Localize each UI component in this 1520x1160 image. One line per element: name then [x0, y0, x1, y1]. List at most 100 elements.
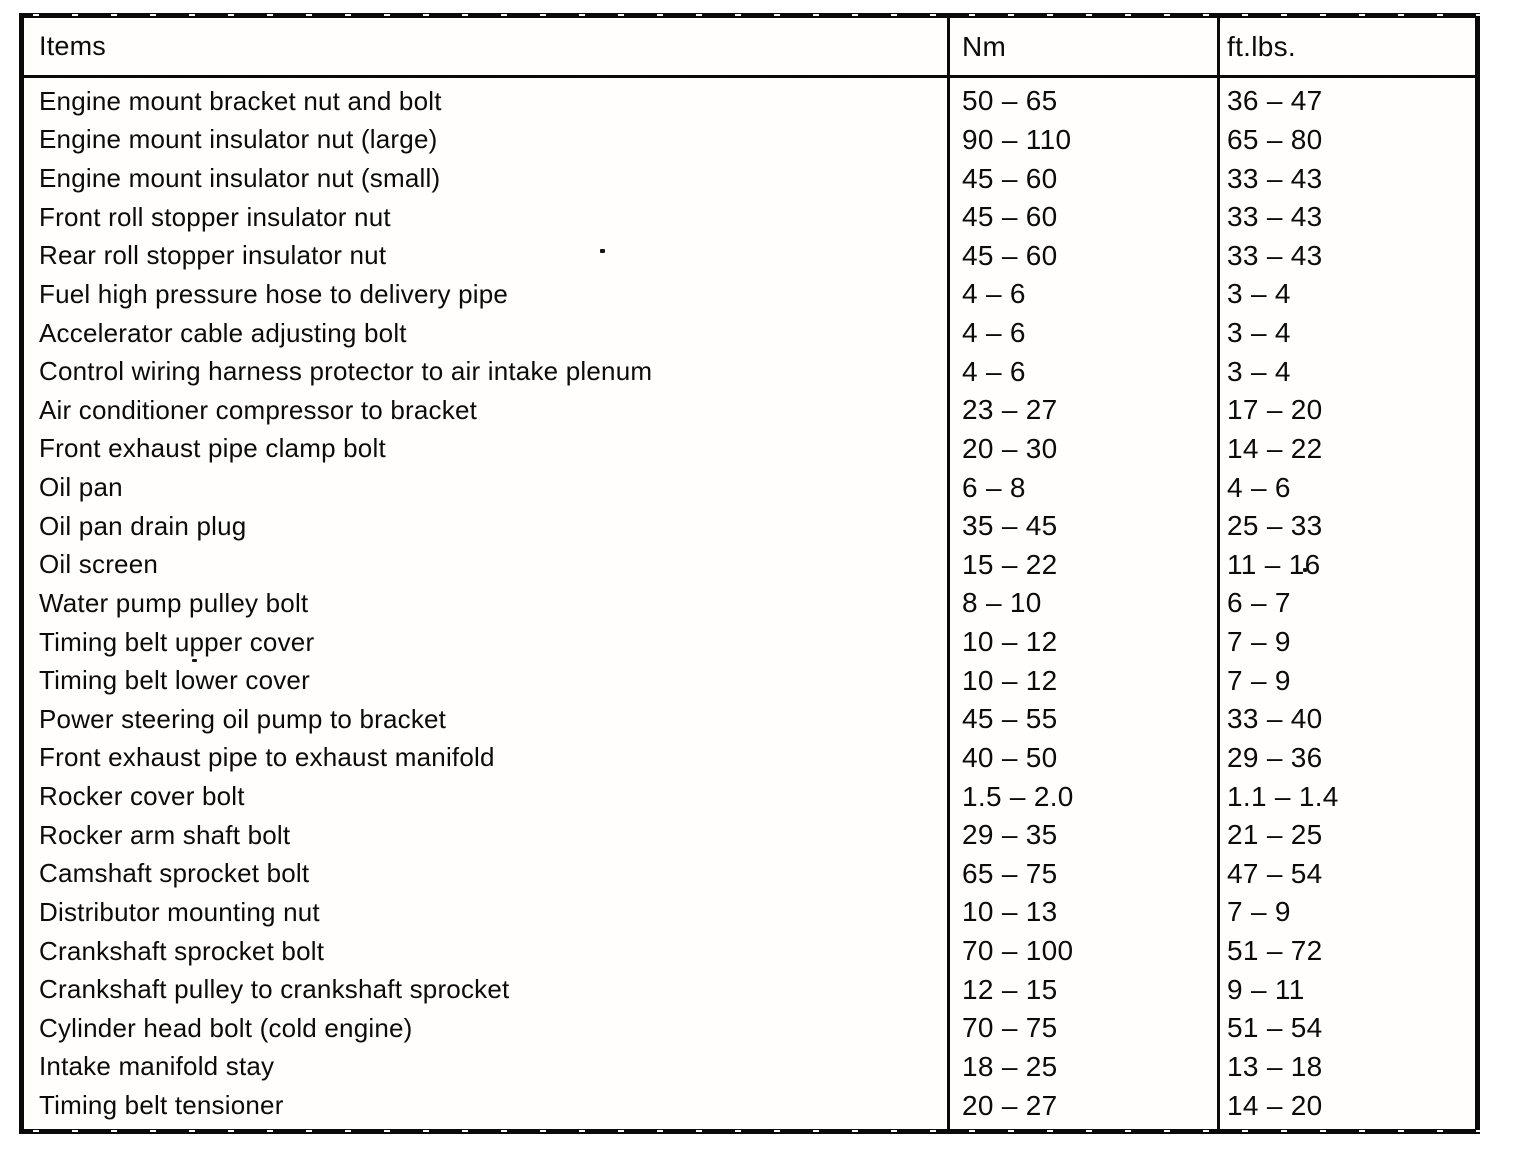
cell-nm: 6 – 8 [962, 471, 1026, 503]
cell-item: Accelerator cable adjusting bolt [39, 317, 407, 348]
cell-ftlbs: 3 – 4 [1227, 317, 1291, 349]
table-row: Oil pan drain plug 35 – 45 25 – 33 [24, 507, 1475, 546]
column-divider-items-nm [947, 18, 950, 1129]
cell-nm: 50 – 65 [962, 85, 1058, 117]
table-row: Control wiring harness protector to air … [24, 352, 1475, 391]
cell-nm: 20 – 27 [962, 1089, 1058, 1121]
cell-nm: 45 – 60 [962, 239, 1058, 271]
cell-item: Rocker arm shaft bolt [39, 819, 291, 850]
cell-nm: 29 – 35 [962, 819, 1058, 851]
cell-item: Rear roll stopper insulator nut [39, 240, 387, 271]
cell-nm: 45 – 55 [962, 703, 1058, 735]
cell-nm: 40 – 50 [962, 741, 1058, 773]
table-row: Cylinder head bolt (cold engine) 70 – 75 5… [24, 1009, 1475, 1048]
cell-item: Timing belt tensioner [39, 1090, 284, 1121]
table-row: Distributor mounting nut 10 – 13 7 – 9 [24, 893, 1475, 932]
cell-ftlbs: 51 – 54 [1227, 1012, 1323, 1044]
cell-item: Engine mount insulator nut (small) [39, 163, 441, 194]
column-header-ftlbs: ft.lbs. [1227, 30, 1297, 62]
cell-nm: 45 – 60 [962, 201, 1058, 233]
cell-nm: 70 – 75 [962, 1012, 1058, 1044]
column-divider-nm-ftlbs [1217, 18, 1220, 1129]
cell-nm: 65 – 75 [962, 857, 1058, 889]
cell-item: Crankshaft sprocket bolt [39, 935, 325, 966]
cell-ftlbs: 33 – 40 [1227, 703, 1323, 735]
cell-nm: 8 – 10 [962, 587, 1042, 619]
table-row: Accelerator cable adjusting bolt 4 – 6 3 –… [24, 314, 1475, 353]
cell-item: Oil screen [39, 549, 159, 580]
torque-spec-table: Items Nm ft.lbs. Engine mount bracket nu… [19, 13, 1480, 1134]
cell-item: Fuel high pressure hose to delivery pipe [39, 278, 509, 309]
cell-item: Engine mount bracket nut and bolt [39, 85, 442, 116]
cell-ftlbs: 65 – 80 [1227, 123, 1323, 155]
cell-item: Rocker cover bolt [39, 781, 245, 812]
cell-ftlbs: 21 – 25 [1227, 819, 1323, 851]
cell-item: Timing belt upper cover [39, 626, 315, 657]
table-row: Timing belt upper cover 10 – 12 7 – 9 [24, 623, 1475, 662]
scan-artifact-dot [1303, 568, 1307, 572]
table-row: Front exhaust pipe clamp bolt 20 – 30 14 –… [24, 430, 1475, 469]
table-row: Intake manifold stay 18 – 25 13 – 18 [24, 1048, 1475, 1087]
cell-nm: 20 – 30 [962, 432, 1058, 464]
cell-item: Distributor mounting nut [39, 896, 320, 927]
table-row: Engine mount insulator nut (small) 45 – 6… [24, 159, 1475, 198]
cell-nm: 45 – 60 [962, 162, 1058, 194]
table-row: Front exhaust pipe to exhaust manifold 40… [24, 739, 1475, 778]
cell-ftlbs: 6 – 7 [1227, 587, 1291, 619]
cell-item: Engine mount insulator nut (large) [39, 124, 438, 155]
cell-ftlbs: 9 – 11 [1227, 973, 1305, 1005]
cell-nm: 15 – 22 [962, 548, 1058, 580]
cell-item: Crankshaft pulley to crankshaft sprocket [39, 974, 510, 1005]
table-row: Rocker cover bolt 1.5 – 2.0 1.1 – 1.4 [24, 777, 1475, 816]
cell-item: Timing belt lower cover [39, 665, 310, 696]
cell-nm: 70 – 100 [962, 935, 1074, 967]
scan-artifact-dot [600, 249, 605, 253]
table-row: Rear roll stopper insulator nut 45 – 60 33… [24, 237, 1475, 276]
cell-ftlbs: 7 – 9 [1227, 626, 1291, 658]
table-header-row: Items Nm ft.lbs. [24, 18, 1475, 78]
cell-ftlbs: 36 – 47 [1227, 85, 1323, 117]
cell-ftlbs: 29 – 36 [1227, 741, 1323, 773]
cell-item: Power steering oil pump to bracket [39, 703, 447, 734]
cell-nm: 10 – 12 [962, 664, 1058, 696]
cell-item: Control wiring harness protector to air … [39, 356, 653, 387]
cell-item: Camshaft sprocket bolt [39, 858, 310, 889]
table-row: Timing belt lower cover 10 – 12 7 – 9 [24, 661, 1475, 700]
table-row: Fuel high pressure hose to delivery pipe… [24, 275, 1475, 314]
cell-item: Oil pan [39, 472, 123, 503]
cell-nm: 23 – 27 [962, 394, 1058, 426]
cell-nm: 4 – 6 [962, 355, 1026, 387]
cell-ftlbs: 13 – 18 [1227, 1050, 1323, 1082]
cell-item: Water pump pulley bolt [39, 587, 309, 618]
cell-nm: 4 – 6 [962, 278, 1026, 310]
cell-ftlbs: 11 – 16 [1227, 548, 1321, 580]
cell-item: Air conditioner compressor to bracket [39, 394, 478, 425]
cell-item: Oil pan drain plug [39, 510, 247, 541]
table-row: Air conditioner compressor to bracket 23 … [24, 391, 1475, 430]
cell-nm: 35 – 45 [962, 510, 1058, 542]
table-row: Camshaft sprocket bolt 65 – 75 47 – 54 [24, 855, 1475, 894]
cell-ftlbs: 33 – 43 [1227, 162, 1323, 194]
cell-ftlbs: 3 – 4 [1227, 278, 1291, 310]
table-row: Water pump pulley bolt 8 – 10 6 – 7 [24, 584, 1475, 623]
table-row: Engine mount bracket nut and bolt 50 – 65… [24, 82, 1475, 121]
cell-ftlbs: 47 – 54 [1227, 857, 1323, 889]
column-header-nm: Nm [962, 30, 1007, 62]
cell-ftlbs: 3 – 4 [1227, 355, 1291, 387]
cell-ftlbs: 33 – 43 [1227, 239, 1323, 271]
cell-ftlbs: 25 – 33 [1227, 510, 1323, 542]
cell-nm: 10 – 12 [962, 626, 1058, 658]
table-row: Crankshaft sprocket bolt 70 – 100 51 – 72 [24, 932, 1475, 971]
table-row: Engine mount insulator nut (large) 90 – 1… [24, 121, 1475, 160]
cell-ftlbs: 1.1 – 1.4 [1227, 780, 1339, 812]
table-row: Crankshaft pulley to crankshaft sprocket… [24, 970, 1475, 1009]
cell-item: Front exhaust pipe clamp bolt [39, 433, 386, 464]
table-row: Front roll stopper insulator nut 45 – 60 3… [24, 198, 1475, 237]
scan-artifact-dot [192, 659, 197, 662]
cell-nm: 18 – 25 [962, 1050, 1058, 1082]
cell-ftlbs: 51 – 72 [1227, 935, 1323, 967]
table-row: Timing belt tensioner 20 – 27 14 – 20 [24, 1086, 1475, 1125]
cell-ftlbs: 14 – 20 [1227, 1089, 1323, 1121]
cell-ftlbs: 17 – 20 [1227, 394, 1323, 426]
table-body: Engine mount bracket nut and bolt 50 – 65… [24, 78, 1475, 1129]
